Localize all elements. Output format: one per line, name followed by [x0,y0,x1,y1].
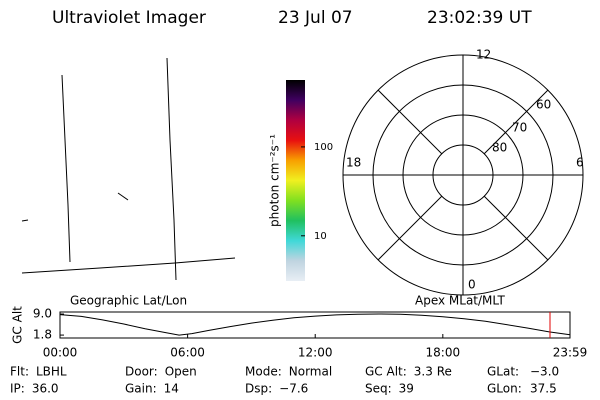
polar-diagonal [377,89,443,155]
status-value: Normal [289,365,332,379]
x-tick-label: 06:00 [170,346,205,360]
status-label: Seq: [365,382,392,396]
map-coast [117,192,129,201]
polar-hour-label: 0 [468,278,476,292]
colorbar [286,80,305,281]
status-label: IP: [10,382,25,396]
status-value: Open [165,365,197,379]
polar-lat-label: 80 [492,141,507,155]
status-label: Door: [125,365,158,379]
polar-hour-label: 12 [476,48,491,62]
polar-hour-label: 18 [346,156,361,170]
x-tick-label: 23:59 [553,346,588,360]
colorbar-tick-label: 100 [314,142,333,153]
polar-lat-label: 70 [512,121,527,135]
x-tick-label: 18:00 [426,346,461,360]
map-label: Geographic Lat/Lon [70,294,187,308]
map-label: Apex MLat/MLT [415,294,505,308]
status-value: −3.0 [530,365,559,379]
status-value: −7.6 [279,382,308,396]
status-label: GLon: [487,382,522,396]
status-value: LBHL [36,365,67,379]
status-value: 14 [164,382,179,396]
y-tick-label: 1.8 [33,328,52,342]
y-axis-label: GC Alt [11,306,25,344]
status-label: Mode: [245,365,282,379]
map-line [166,57,177,281]
status-value: 39 [399,382,414,396]
status-label: GC Alt: [365,365,407,379]
title: Ultraviolet Imager [52,8,206,28]
time: 23:02:39 UT [427,8,532,28]
altitude-line [59,313,571,336]
map-line [61,74,71,263]
date: 23 Jul 07 [278,8,353,28]
polar-hour-label: 6 [576,156,584,170]
x-tick-label: 12:00 [298,346,333,360]
map-line [21,257,236,274]
polar-diagonal [377,195,443,261]
polar-grid [342,54,584,296]
status-value: 37.5 [530,382,557,396]
status-label: Gain: [125,382,157,396]
status-label: Dsp: [245,382,272,396]
geographic-map [21,57,236,281]
polar-diagonal [483,195,549,261]
map-coast [21,219,29,222]
polar-lat-label: 60 [536,98,551,112]
status-label: Flt: [10,365,29,379]
status-label: GLat: [487,365,519,379]
polar-diagonal [483,89,549,155]
status-value: 3.3 Re [414,365,452,379]
status-value: 36.0 [32,382,59,396]
colorbar-label: photon cm⁻²s⁻¹ [268,134,282,227]
colorbar-tick-label: 10 [314,231,327,242]
y-tick-label: 9.0 [33,307,52,321]
x-tick-label: 00:00 [43,346,78,360]
